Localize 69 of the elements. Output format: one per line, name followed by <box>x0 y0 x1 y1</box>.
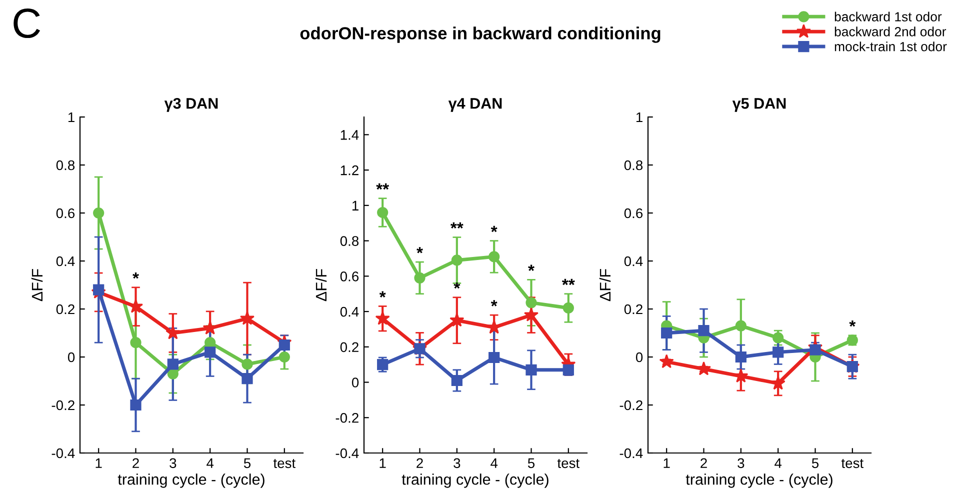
annotation: * <box>490 226 498 232</box>
y-tick-label: 0 <box>68 352 75 362</box>
x-tick-label: 3 <box>738 458 744 468</box>
x-tick-label: 3 <box>454 458 460 468</box>
y-tick-label: 0 <box>352 378 359 388</box>
y-tick-label: -0.4 <box>336 448 359 458</box>
chart-title: γ3 DAN <box>164 98 218 112</box>
x-tick-label: 4 <box>490 458 498 468</box>
x-tick-label: 5 <box>528 458 535 468</box>
y-tick-label: -0.4 <box>52 448 75 458</box>
y-tick-label: 1.2 <box>340 165 358 176</box>
legend-label: mock-train 1st odor <box>834 42 947 52</box>
text: C <box>14 8 40 38</box>
y-tick-label: -0.2 <box>620 400 642 410</box>
x-tick-label: 3 <box>170 458 176 468</box>
x-tick-label: 4 <box>774 458 782 468</box>
y-axis-title: ΔF/F <box>315 269 327 302</box>
x-tick-label: 1 <box>380 458 386 468</box>
y-tick-label: -0.2 <box>336 412 358 423</box>
legend-label: backward 1st odor <box>834 12 942 22</box>
x-tick-label: 2 <box>700 458 707 468</box>
y-tick-label: -0.4 <box>620 448 643 458</box>
y-tick-label: 0.2 <box>56 304 74 314</box>
y-tick-label: -0.2 <box>52 400 74 410</box>
x-tick-label: 4 <box>206 458 214 468</box>
annotation: ** <box>562 278 575 286</box>
annotation: * <box>528 264 534 271</box>
x-tick-label: 2 <box>416 458 423 468</box>
y-tick-label: 1 <box>636 112 642 122</box>
text: odorON-response in backward conditioning <box>300 26 660 43</box>
y-tick-label: 0.4 <box>624 256 643 266</box>
y-tick-label: 1 <box>352 200 358 210</box>
y-tick-label: 0 <box>636 352 643 362</box>
x-tick-label: 1 <box>664 458 670 468</box>
annotation: * <box>454 282 460 289</box>
annotation: * <box>490 300 498 306</box>
annotation: ** <box>376 183 390 190</box>
x-tick-label: test <box>273 458 296 468</box>
annotation: * <box>132 272 139 279</box>
chart-title: γ5 DAN <box>732 98 786 112</box>
chart-title: γ4 DAN <box>448 98 502 112</box>
y-tick-label: 0.8 <box>56 160 75 170</box>
y-axis-title: ΔF/F <box>31 269 43 302</box>
x-tick-label: test <box>841 458 864 468</box>
y-tick-label: 0.4 <box>340 306 359 317</box>
y-tick-label: 1 <box>68 112 74 122</box>
x-tick-label: 5 <box>244 458 251 468</box>
x-tick-label: 2 <box>132 458 139 468</box>
y-tick-label: 0.2 <box>624 304 642 314</box>
x-axis-title: training cycle - (cycle) <box>402 474 548 488</box>
y-tick-label: 0.8 <box>340 236 359 246</box>
y-axis-title: ΔF/F <box>599 269 611 302</box>
annotation: * <box>849 320 856 327</box>
x-axis-title: training cycle - (cycle) <box>686 474 832 488</box>
y-tick-label: 1.4 <box>340 130 359 140</box>
y-tick-label: 0.6 <box>56 208 75 218</box>
y-tick-label: 0.6 <box>340 271 359 282</box>
annotation: ** <box>450 222 464 229</box>
x-axis-title: training cycle - (cycle) <box>118 474 264 488</box>
y-tick-label: 0.2 <box>340 342 358 352</box>
y-tick-label: 0.8 <box>624 160 643 170</box>
y-tick-label: 0.4 <box>56 256 75 266</box>
legend-label: backward 2nd odor <box>834 26 946 36</box>
y-tick-label: 0.6 <box>624 208 643 218</box>
x-tick-label: 1 <box>96 458 102 468</box>
x-tick-label: test <box>557 458 580 468</box>
annotation: * <box>379 291 386 298</box>
x-tick-label: 5 <box>812 458 819 468</box>
annotation: * <box>416 247 423 254</box>
